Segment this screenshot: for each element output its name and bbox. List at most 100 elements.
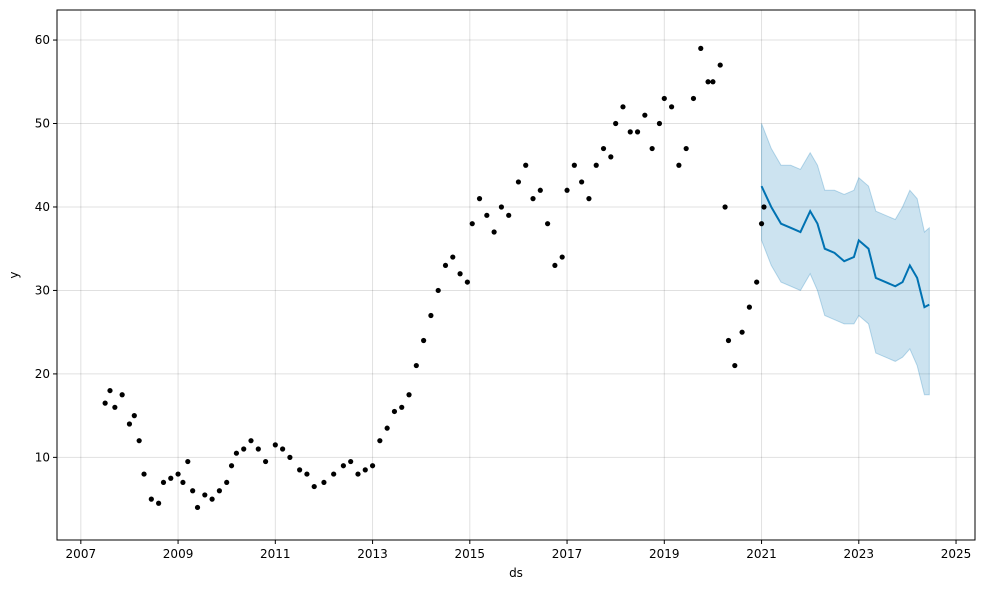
- observed-point: [746, 304, 752, 310]
- observed-point: [537, 187, 543, 193]
- observed-point: [758, 221, 765, 227]
- observed-point: [340, 463, 346, 469]
- observed-point: [530, 196, 536, 202]
- x-tick-label: 2011: [260, 547, 291, 561]
- observed-point: [107, 387, 113, 394]
- observed-point: [119, 392, 125, 398]
- observed-point: [506, 212, 512, 218]
- observed-point: [656, 120, 663, 127]
- observed-point: [185, 458, 191, 465]
- x-tick-label: 2021: [746, 547, 777, 561]
- observed-point: [498, 204, 505, 210]
- observed-point: [476, 196, 483, 202]
- observed-point: [710, 79, 716, 85]
- observed-point: [233, 450, 240, 456]
- observed-point: [754, 279, 760, 285]
- observed-point: [297, 467, 303, 473]
- observed-point: [484, 212, 490, 218]
- x-tick-label: 2013: [357, 547, 388, 561]
- x-axis-label: ds: [509, 566, 523, 580]
- observed-point: [141, 471, 147, 477]
- observed-point: [469, 221, 475, 227]
- observed-point: [255, 446, 261, 452]
- observed-point: [102, 400, 108, 406]
- observed-point: [413, 362, 419, 369]
- observed-point: [399, 404, 405, 410]
- observed-point: [202, 492, 208, 498]
- y-axis-label: y: [7, 271, 21, 278]
- observed-point: [156, 500, 162, 506]
- y-tick-label: 30: [35, 283, 50, 297]
- observed-point: [545, 221, 551, 227]
- observed-point: [321, 479, 327, 486]
- x-tick-label: 2019: [649, 547, 680, 561]
- y-tick-label: 60: [35, 33, 50, 47]
- x-tick-label: 2017: [552, 547, 583, 561]
- observed-point: [491, 229, 497, 235]
- observed-point: [428, 312, 434, 319]
- observed-point: [175, 471, 181, 477]
- x-tick-label: 2007: [66, 547, 97, 561]
- observed-point: [280, 446, 286, 452]
- observed-point: [690, 95, 697, 102]
- observed-point: [593, 162, 599, 168]
- observed-point: [725, 337, 732, 344]
- x-tick-label: 2015: [455, 547, 486, 561]
- x-tick-label: 2023: [844, 547, 875, 561]
- observed-point: [564, 187, 570, 193]
- y-tick-label: 50: [35, 117, 50, 131]
- observed-point: [717, 62, 723, 68]
- observed-point: [613, 120, 619, 127]
- observed-point: [442, 262, 449, 269]
- x-tick-label: 2009: [163, 547, 194, 561]
- observed-point: [180, 479, 186, 486]
- observed-point: [384, 425, 390, 431]
- observed-point: [761, 204, 767, 210]
- observed-point: [586, 196, 592, 202]
- observed-point: [739, 329, 745, 335]
- observed-point: [377, 438, 383, 444]
- observed-point: [515, 179, 522, 185]
- y-tick-label: 40: [35, 200, 50, 214]
- observed-point: [406, 392, 412, 398]
- observed-point: [579, 179, 585, 185]
- observed-point: [160, 479, 167, 486]
- observed-point: [676, 162, 682, 168]
- y-tick-label: 20: [35, 367, 50, 381]
- observed-point: [608, 154, 614, 160]
- observed-point: [272, 442, 278, 448]
- observed-point: [131, 413, 137, 419]
- observed-point: [698, 45, 704, 51]
- observed-point: [355, 471, 361, 477]
- observed-point: [552, 262, 558, 269]
- observed-point: [732, 362, 738, 369]
- observed-point: [304, 471, 310, 477]
- observed-point: [559, 254, 565, 260]
- observed-point: [523, 162, 529, 168]
- observed-point: [136, 438, 142, 444]
- observed-point: [642, 112, 648, 118]
- x-tick-label: 2025: [941, 547, 972, 561]
- observed-point: [216, 488, 223, 494]
- observed-point: [435, 287, 441, 294]
- observed-point: [668, 104, 675, 110]
- observed-point: [348, 458, 354, 465]
- observed-point: [457, 271, 463, 277]
- observed-point: [362, 467, 368, 473]
- observed-point: [649, 145, 655, 152]
- observed-point: [600, 145, 607, 152]
- observed-point: [241, 446, 247, 452]
- observed-point: [228, 463, 235, 469]
- observed-point: [705, 79, 711, 85]
- observed-point: [683, 145, 689, 152]
- observed-point: [209, 496, 215, 502]
- observed-point: [391, 408, 398, 415]
- observed-point: [287, 454, 293, 460]
- observed-point: [620, 104, 626, 110]
- observed-point: [369, 463, 376, 469]
- observed-point: [311, 483, 317, 490]
- observed-point: [421, 337, 427, 344]
- observed-point: [112, 404, 118, 410]
